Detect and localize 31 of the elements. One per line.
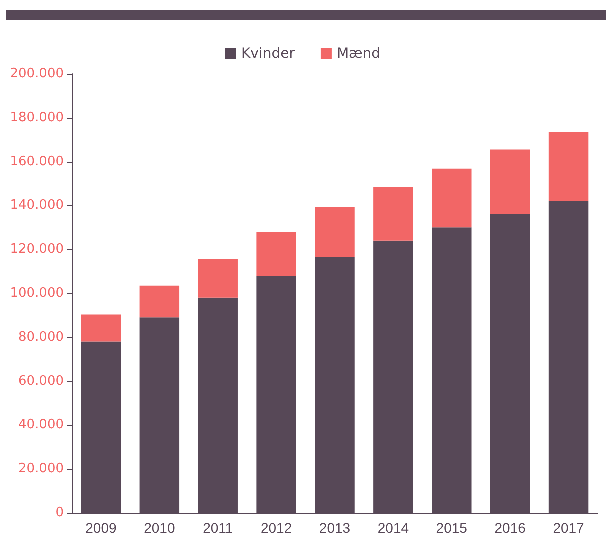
y-tick-label: 0 xyxy=(56,506,64,520)
y-tick-label: 80.000 xyxy=(18,330,64,345)
y-tick-label: 60.000 xyxy=(18,374,64,389)
bar xyxy=(140,286,180,318)
y-tick-label: 100.000 xyxy=(10,286,64,301)
bar xyxy=(198,259,238,298)
y-tick-label: 120.000 xyxy=(10,242,64,258)
bar xyxy=(315,207,355,258)
bar xyxy=(548,132,589,202)
bar xyxy=(432,168,472,228)
x-tick-label: 2009 xyxy=(86,520,117,536)
bar xyxy=(81,314,122,342)
x-tick-label: 2010 xyxy=(144,520,176,536)
bar xyxy=(256,232,296,276)
x-tick-label: 2013 xyxy=(319,520,351,536)
x-tick-label: 2011 xyxy=(203,520,234,536)
y-tick-label: 200.000 xyxy=(10,66,64,82)
y-tick-label: 40.000 xyxy=(18,418,64,433)
x-tick-label: 2016 xyxy=(494,520,526,536)
x-tick-label: 2015 xyxy=(436,520,468,536)
legend-label: Kvinder xyxy=(241,46,296,62)
y-tick-label: 140.000 xyxy=(10,198,64,214)
x-tick-label: 2012 xyxy=(260,520,292,536)
x-tick-label: 2017 xyxy=(553,520,585,536)
y-tick-label: 160.000 xyxy=(10,154,64,170)
y-tick-label: 180.000 xyxy=(10,110,64,126)
x-tick-label: 2014 xyxy=(378,520,410,536)
bar xyxy=(374,187,414,241)
y-tick-label: 20.000 xyxy=(18,462,64,477)
bar xyxy=(490,150,530,214)
legend-label: Mænd xyxy=(336,46,381,62)
